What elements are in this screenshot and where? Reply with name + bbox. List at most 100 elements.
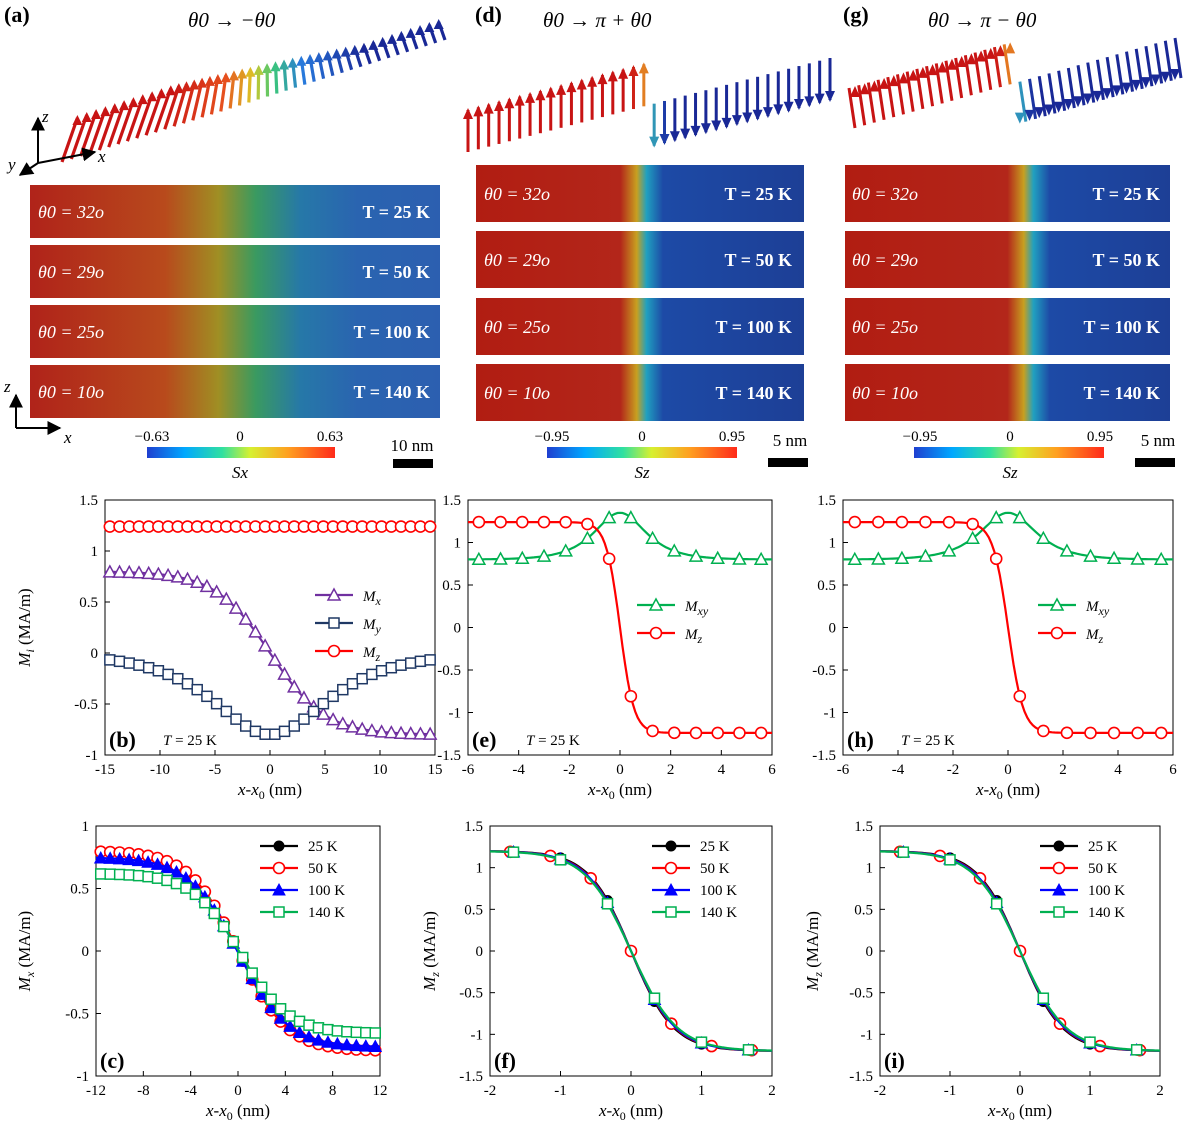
triad-x-label: x [97, 147, 106, 166]
spin-arrow [1057, 70, 1067, 111]
x-tick-label: 2 [1059, 762, 1067, 778]
data-point [340, 1037, 354, 1051]
data-point [123, 657, 136, 669]
data-point [199, 578, 215, 593]
spin-arrowhead [879, 77, 890, 89]
data-point [1153, 551, 1169, 566]
strip-axis-z: z [3, 377, 11, 396]
x-tick-label: 2 [1156, 1083, 1164, 1099]
spin-arrowhead [212, 74, 223, 85]
panel-label: (h) [847, 727, 874, 752]
x-tick-label: 0 [1004, 762, 1012, 778]
x-tick-label: 0 [266, 762, 274, 778]
colorbar-g-label: Sz [1002, 463, 1018, 482]
data-point [307, 705, 320, 718]
data-point [848, 515, 862, 529]
data-point [169, 864, 184, 878]
x-tick-label: 0 [1016, 1083, 1024, 1099]
data-point [1059, 543, 1075, 557]
annotation: T = 25 K [526, 733, 580, 749]
scalebar-g-bar [1135, 458, 1175, 467]
x-tick-label: 0 [616, 762, 624, 778]
spin-arrow [1047, 73, 1057, 114]
data-point [239, 720, 252, 732]
spin-arrow [983, 49, 993, 91]
spin-arrow [857, 85, 867, 126]
y-tick-label: -1.5 [849, 1069, 873, 1085]
strip-a-4-theta: θ0 = 10o [38, 382, 104, 402]
spin-arrowhead [773, 104, 784, 116]
data-point [228, 600, 244, 614]
spin-chain-g [847, 37, 1183, 129]
spin-arrow [1154, 43, 1164, 84]
data-point [710, 550, 725, 564]
y-tick-label: 0 [91, 646, 99, 662]
legend-label: Mz [1085, 627, 1104, 646]
spin-arrow [896, 74, 905, 115]
data-point [733, 726, 746, 740]
spin-arrowhead [189, 79, 200, 90]
strip-g-2-theta: θ0 = 29o [852, 250, 918, 270]
spin-arrowhead [173, 83, 184, 94]
data-point [1154, 726, 1168, 740]
strip-g-2-temp: T = 50 K [1093, 250, 1160, 270]
data-point [1012, 510, 1028, 524]
x-tick-label: -15 [95, 762, 115, 778]
panel-a-label: (a) [4, 2, 30, 27]
data-point [132, 869, 145, 882]
strip-d-2-temp: T = 50 K [725, 250, 792, 270]
spin-arrowhead [711, 120, 722, 132]
spin-arrowhead [494, 99, 505, 111]
data-point [189, 574, 205, 588]
data-point [1084, 726, 1097, 740]
legend-label: 25 K [308, 839, 338, 855]
data-point [288, 720, 301, 732]
spin-arrowhead [156, 88, 167, 99]
spin-arrow [954, 57, 964, 99]
spin-arrow [69, 114, 89, 160]
spin-arrowhead [752, 109, 763, 121]
data-point [131, 565, 147, 579]
x-tick-label: 1 [698, 1083, 706, 1099]
legend-label: My [362, 617, 382, 636]
data-point [558, 543, 573, 557]
spin-arrowhead [322, 50, 333, 61]
strip-d-2 [476, 231, 804, 288]
data-point [257, 638, 273, 652]
data-point [918, 548, 933, 562]
y-tick-label: -1 [824, 706, 837, 722]
strip-d-4 [476, 364, 804, 421]
data-point [103, 851, 118, 864]
panel-label: (i) [884, 1048, 905, 1073]
x-tick-label: 0 [234, 1083, 242, 1099]
data-point [292, 1025, 307, 1039]
axis-triad-a: z y x [6, 107, 106, 176]
strip-g-2 [845, 231, 1170, 288]
legend-label: Mz [362, 645, 381, 664]
strip-d-2-theta: θ0 = 29o [484, 250, 550, 270]
strip-a-3-theta: θ0 = 25o [38, 322, 104, 342]
data-point [689, 726, 703, 740]
y-tick-label: -0.5 [74, 697, 98, 713]
spin-arrowhead [908, 69, 919, 81]
colorbar-a-min: −0.63 [135, 429, 170, 445]
legend-label: 50 K [308, 861, 338, 877]
legend-marker [328, 617, 340, 629]
legend-marker [664, 882, 678, 896]
data-point [269, 728, 281, 740]
strip-a-4 [30, 365, 440, 418]
triad-z-label: z [41, 107, 49, 126]
data-point [180, 571, 195, 585]
y-axis-label: Mz (MA/m) [803, 911, 825, 992]
data-point [601, 510, 617, 524]
spin-arrowhead [109, 103, 120, 114]
spin-arrowhead [1063, 99, 1074, 110]
spin-arrowhead [1073, 96, 1084, 108]
colorbar-d-mid: 0 [638, 429, 646, 445]
spin-arrowhead [869, 80, 880, 92]
data-point [385, 661, 398, 674]
spin-arrowhead [331, 48, 342, 59]
spin-arrow [1018, 81, 1028, 122]
y-tick-label: 1.5 [442, 493, 461, 509]
spin-arrowhead [287, 57, 298, 68]
